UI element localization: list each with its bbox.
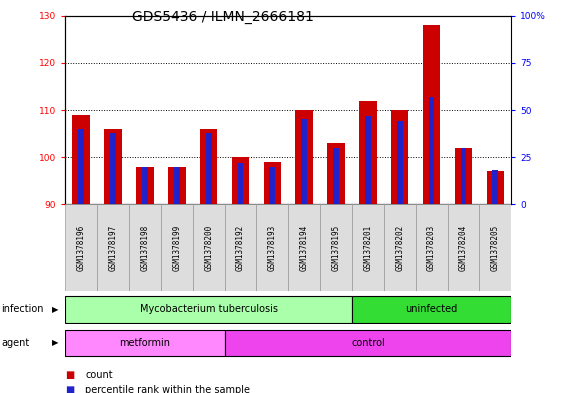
Bar xyxy=(168,167,186,204)
Text: GSM1378201: GSM1378201 xyxy=(364,224,373,271)
Bar xyxy=(492,171,498,204)
Text: agent: agent xyxy=(1,338,30,348)
Text: control: control xyxy=(351,338,385,348)
Bar xyxy=(264,162,281,204)
Text: count: count xyxy=(85,370,113,380)
Bar xyxy=(206,133,211,204)
Text: ■: ■ xyxy=(65,385,74,393)
Text: GSM1378204: GSM1378204 xyxy=(459,224,468,271)
Text: GSM1378194: GSM1378194 xyxy=(300,224,308,271)
Bar xyxy=(224,204,256,291)
Text: GSM1378197: GSM1378197 xyxy=(108,224,118,271)
Bar xyxy=(73,115,90,204)
Bar xyxy=(193,204,224,291)
Text: GSM1378199: GSM1378199 xyxy=(172,224,181,271)
Bar xyxy=(429,97,435,204)
Bar xyxy=(320,204,352,291)
Bar xyxy=(65,204,97,291)
Text: GSM1378203: GSM1378203 xyxy=(427,224,436,271)
Bar xyxy=(487,171,504,204)
Bar xyxy=(327,143,345,204)
Bar xyxy=(224,330,511,356)
Text: GSM1378200: GSM1378200 xyxy=(204,224,213,271)
Bar xyxy=(352,296,511,323)
Text: GSM1378198: GSM1378198 xyxy=(140,224,149,271)
Bar xyxy=(65,330,224,356)
Bar xyxy=(129,204,161,291)
Bar xyxy=(232,157,249,204)
Bar xyxy=(78,129,84,204)
Bar xyxy=(256,204,288,291)
Bar xyxy=(352,204,384,291)
Text: ▶: ▶ xyxy=(52,338,59,347)
Bar xyxy=(136,167,154,204)
Bar xyxy=(391,110,408,204)
Bar xyxy=(333,148,339,204)
Bar xyxy=(110,133,116,204)
Bar xyxy=(269,167,275,204)
Bar xyxy=(416,204,448,291)
Bar xyxy=(384,204,416,291)
Bar xyxy=(359,101,377,204)
Text: infection: infection xyxy=(1,305,44,314)
Bar xyxy=(448,204,479,291)
Text: GSM1378195: GSM1378195 xyxy=(332,224,341,271)
Bar xyxy=(461,148,466,204)
Text: GSM1378192: GSM1378192 xyxy=(236,224,245,271)
Bar xyxy=(237,163,243,204)
Text: GSM1378202: GSM1378202 xyxy=(395,224,404,271)
Text: ▶: ▶ xyxy=(52,305,59,314)
Bar xyxy=(365,116,371,204)
Bar xyxy=(479,204,511,291)
Bar xyxy=(454,148,472,204)
Bar xyxy=(161,204,193,291)
Text: GDS5436 / ILMN_2666181: GDS5436 / ILMN_2666181 xyxy=(132,10,314,24)
Bar xyxy=(397,121,403,204)
Bar xyxy=(105,129,122,204)
Text: ■: ■ xyxy=(65,370,74,380)
Text: GSM1378196: GSM1378196 xyxy=(77,224,86,271)
Bar xyxy=(200,129,218,204)
Bar xyxy=(142,167,148,204)
Text: GSM1378193: GSM1378193 xyxy=(268,224,277,271)
Bar xyxy=(174,167,179,204)
Text: GSM1378205: GSM1378205 xyxy=(491,224,500,271)
Bar xyxy=(295,110,313,204)
Bar xyxy=(423,25,440,204)
Text: metformin: metformin xyxy=(119,338,170,348)
Bar xyxy=(301,119,307,204)
Bar xyxy=(288,204,320,291)
Bar xyxy=(97,204,129,291)
Text: uninfected: uninfected xyxy=(406,305,458,314)
Text: percentile rank within the sample: percentile rank within the sample xyxy=(85,385,250,393)
Text: Mycobacterium tuberculosis: Mycobacterium tuberculosis xyxy=(140,305,278,314)
Bar xyxy=(65,296,352,323)
